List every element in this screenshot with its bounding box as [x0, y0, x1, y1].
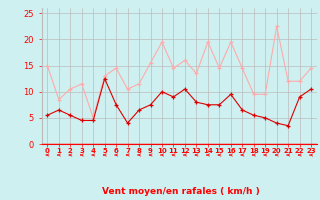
Text: Vent moyen/en rafales ( km/h ): Vent moyen/en rafales ( km/h ) — [102, 187, 260, 196]
